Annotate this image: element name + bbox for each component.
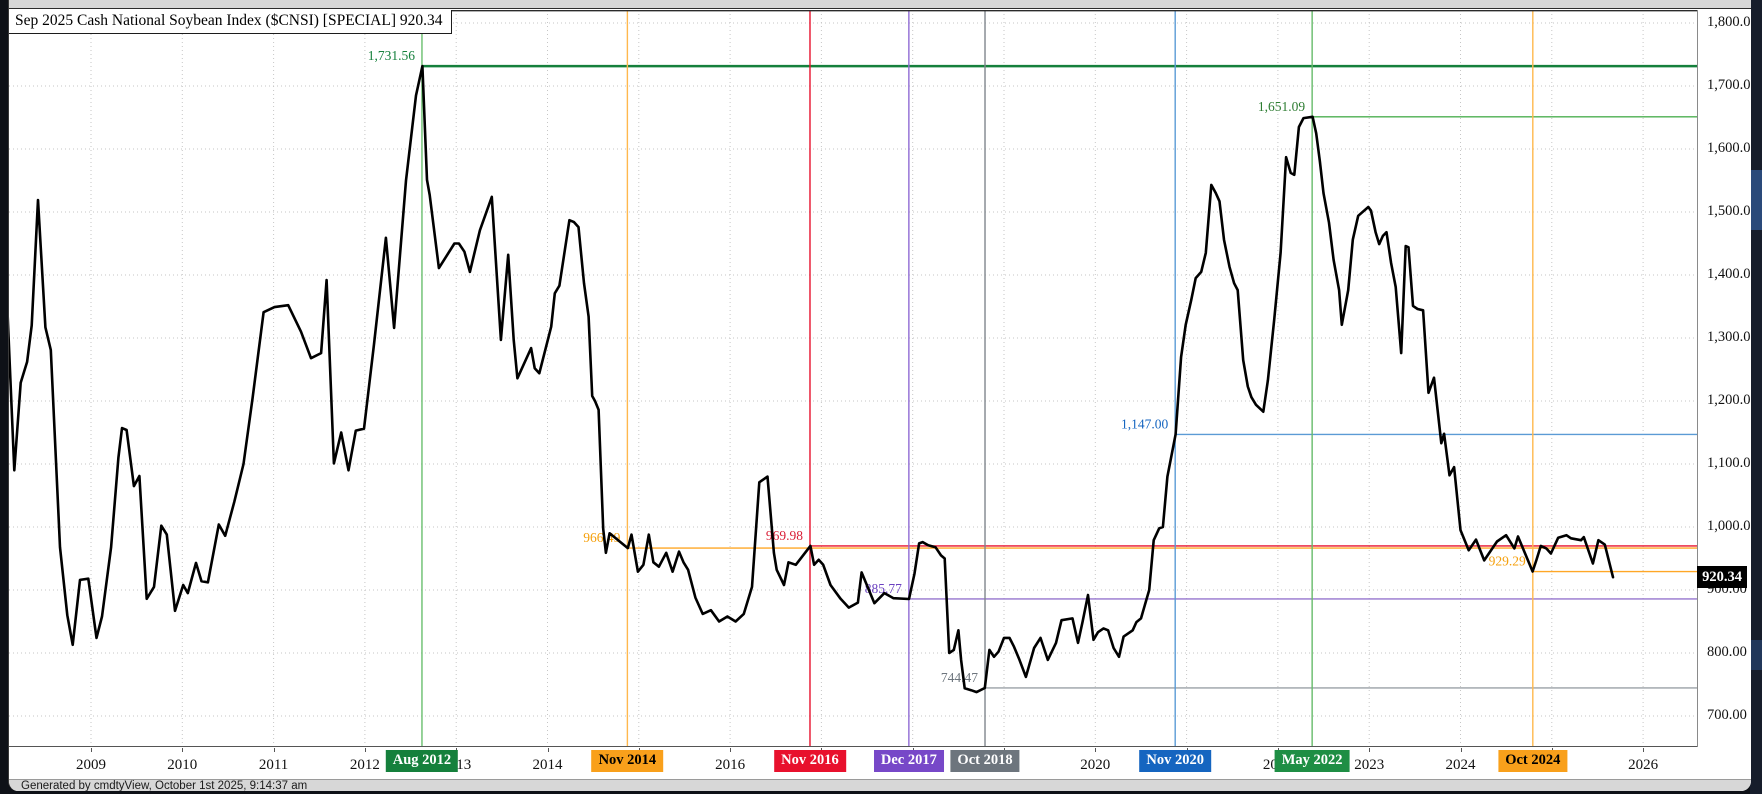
y-tick-label: 1,000.00 <box>1707 518 1751 534</box>
chart-title-box: Sep 2025 Cash National Soybean Index ($C… <box>9 10 452 34</box>
y-tick-label: 1,600.00 <box>1707 140 1751 156</box>
x-tick <box>1460 748 1462 752</box>
x-axis[interactable]: 2009201020112012201320142015201620172018… <box>9 748 1751 779</box>
y-tick-label: 1,500.00 <box>1707 203 1751 219</box>
event-date-badge-oct-2024[interactable]: Oct 2024 <box>1498 750 1568 772</box>
x-tick <box>182 748 184 752</box>
chart-plot-area[interactable]: 1,731.56 966.49 969.98 885.77 744.47 1,147.00… <box>9 10 1698 747</box>
event-value-label-nov-2016: 969.98 <box>766 528 803 543</box>
event-date-badge-aug-2012[interactable]: Aug 2012 <box>385 750 459 772</box>
x-tick <box>1369 748 1371 752</box>
x-year-label-2012: 2012 <box>349 757 380 773</box>
y-axis[interactable]: 920.34 1,800.00 1,700.00 1,600.00 1,500.00 1… <box>1697 10 1751 747</box>
background-window-fragment <box>1750 170 1762 230</box>
event-value-label-dec-2017: 885.77 <box>865 581 902 596</box>
y-tick-label: 1,400.00 <box>1707 266 1751 282</box>
x-tick <box>273 748 275 752</box>
x-tick <box>547 748 549 752</box>
event-value-label-aug-2012: 1,731.56 <box>368 48 416 63</box>
event-date-badge-nov-2016[interactable]: Nov 2016 <box>774 750 846 772</box>
x-year-label-2009: 2009 <box>76 757 106 773</box>
event-date-badge-may-2022[interactable]: May 2022 <box>1274 750 1350 772</box>
x-year-label-2023: 2023 <box>1354 757 1385 773</box>
y-tick-label: 700.00 <box>1707 707 1747 723</box>
event-value-label-oct-2018: 744.47 <box>941 670 978 685</box>
x-tick <box>91 748 92 752</box>
x-year-label-2014: 2014 <box>532 757 563 773</box>
x-tick <box>730 748 732 752</box>
x-year-label-2024: 2024 <box>1445 757 1476 773</box>
event-value-label-nov-2020: 1,147.00 <box>1121 416 1169 431</box>
event-value-label-may-2022: 1,651.09 <box>1258 99 1306 114</box>
background-window-strip <box>1750 0 1762 794</box>
event-date-badge-nov-2014[interactable]: Nov 2014 <box>591 750 664 772</box>
event-date-badge-dec-2017[interactable]: Dec 2017 <box>873 750 944 772</box>
x-tick <box>364 748 366 752</box>
y-tick-label: 800.00 <box>1707 644 1747 660</box>
y-tick-label: 1,200.00 <box>1707 392 1751 408</box>
y-tick-label: 1,700.00 <box>1707 77 1751 93</box>
x-year-label-2011: 2011 <box>258 757 289 773</box>
y-tick-label: 1,800.00 <box>1707 14 1751 30</box>
current-price-badge[interactable]: 920.34 <box>1697 566 1747 589</box>
y-tick-label: 1,300.00 <box>1707 329 1751 345</box>
x-tick <box>1643 748 1645 752</box>
chart-window: 1,731.56 966.49 969.98 885.77 744.47 1,147.00… <box>8 0 1751 791</box>
x-tick <box>1095 748 1097 752</box>
event-value-label-oct-2024: 929.29 <box>1489 554 1526 569</box>
x-year-label-2026: 2026 <box>1628 757 1659 773</box>
window-top-edge <box>9 0 1751 9</box>
background-window-fragment <box>1750 640 1762 670</box>
x-year-label-2010: 2010 <box>167 757 198 773</box>
status-text: Generated by cmdtyView, October 1st 2025… <box>21 780 308 791</box>
chart-title: Sep 2025 Cash National Soybean Index ($C… <box>15 12 443 29</box>
event-date-badge-oct-2018[interactable]: Oct 2018 <box>950 750 1020 772</box>
status-bar: Generated by cmdtyView, October 1st 2025… <box>9 779 1751 791</box>
x-year-label-2016: 2016 <box>715 757 746 773</box>
y-tick-label: 1,100.00 <box>1707 455 1751 471</box>
event-date-badge-nov-2020[interactable]: Nov 2020 <box>1139 750 1211 772</box>
x-year-label-2020: 2020 <box>1080 757 1111 773</box>
price-line[interactable] <box>9 64 1615 694</box>
